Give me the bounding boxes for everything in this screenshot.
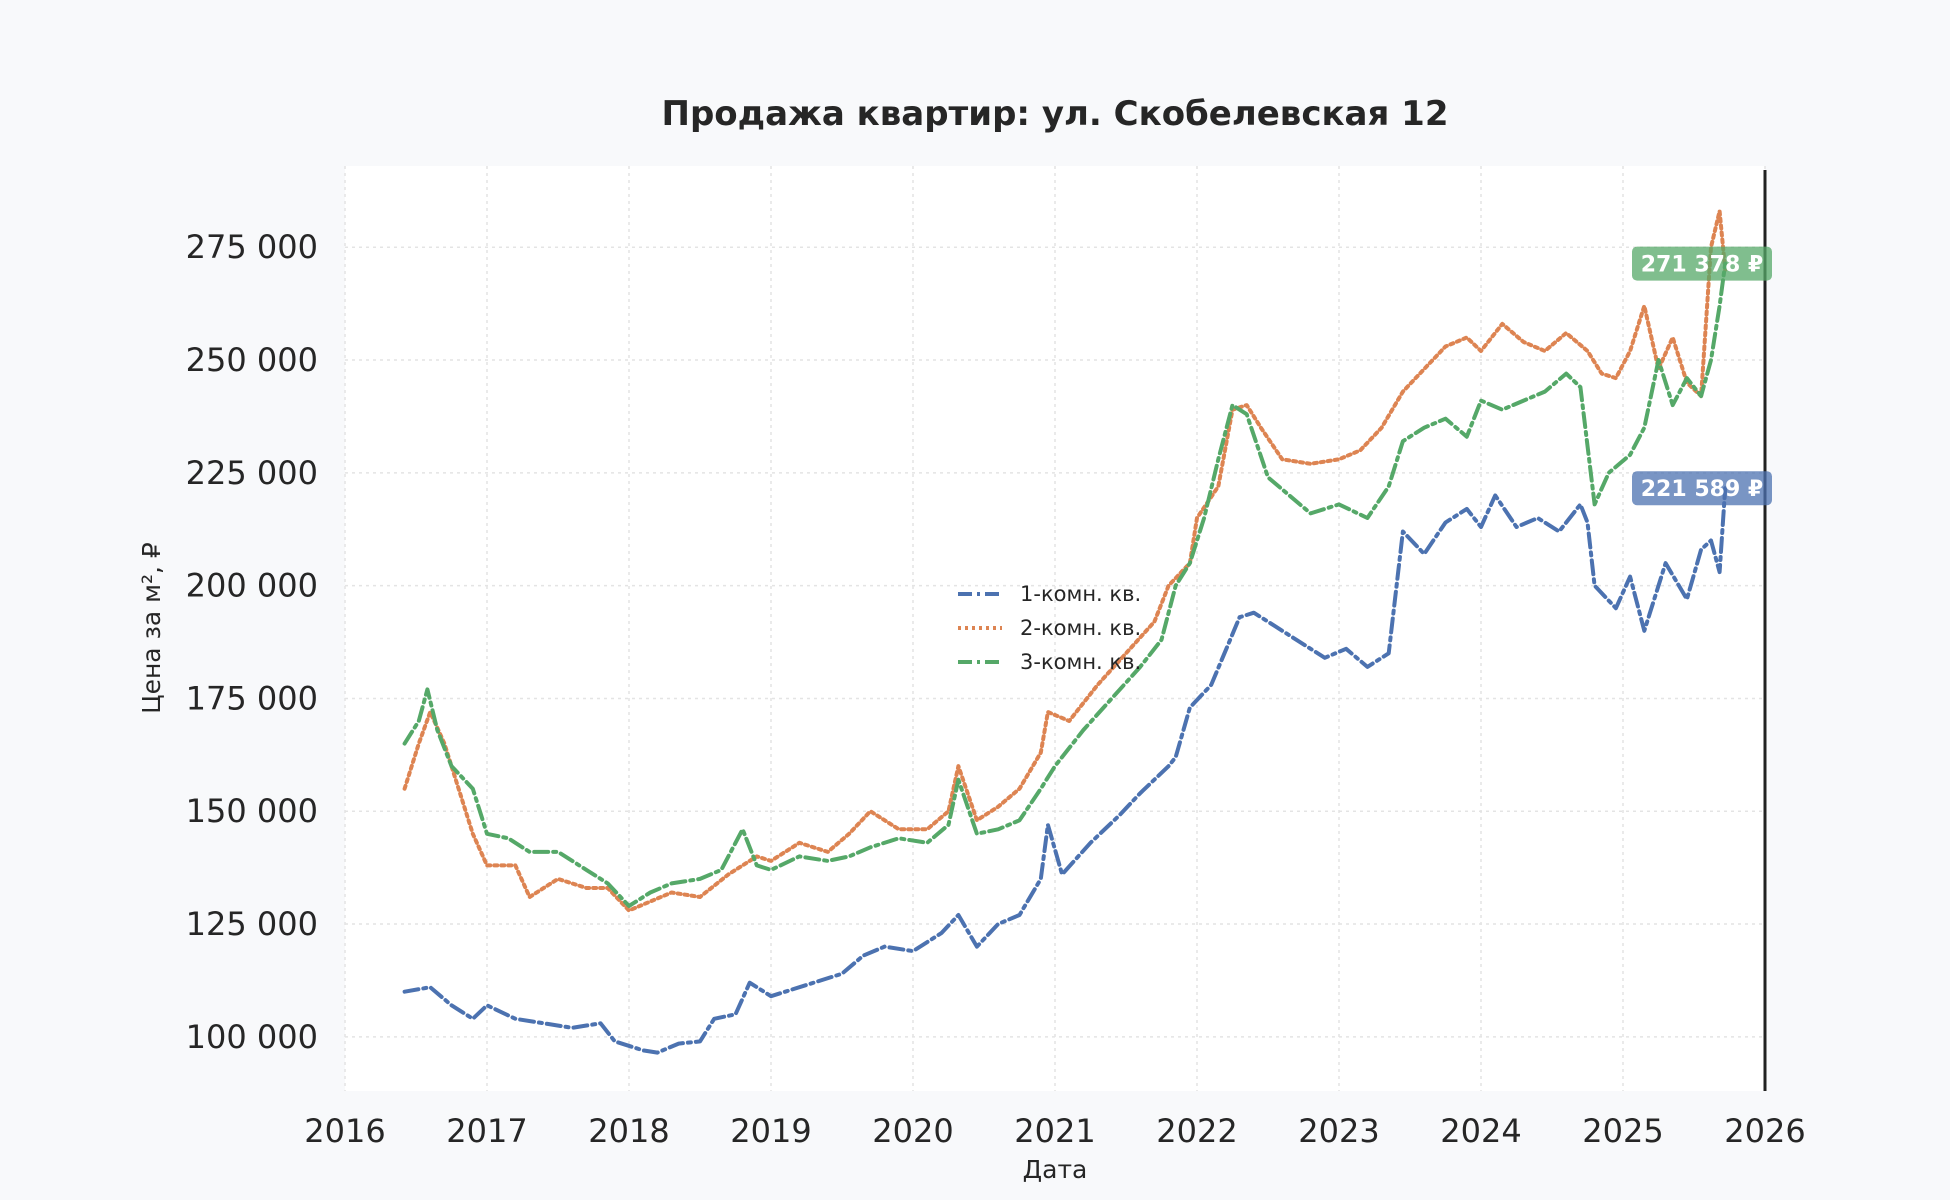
x-tick-label: 2021 xyxy=(1014,1112,1095,1150)
legend-label-3: 3-комн. кв. xyxy=(1020,650,1141,674)
y-tick-label: 100 000 xyxy=(186,1018,318,1056)
x-tick-label: 2016 xyxy=(304,1112,385,1150)
x-tick-label: 2025 xyxy=(1582,1112,1663,1150)
legend: 1-комн. кв. 2-комн. кв. 3-комн. кв. xyxy=(958,582,1141,674)
y-axis-ticks: 100 000 125 000 150 000 175 000 200 000 225 0… xyxy=(186,228,318,1056)
y-tick-label: 200 000 xyxy=(186,567,318,605)
x-tick-label: 2018 xyxy=(588,1112,669,1150)
y-tick-label: 225 000 xyxy=(186,454,318,492)
x-tick-label: 2019 xyxy=(730,1112,811,1150)
x-tick-label: 2024 xyxy=(1440,1112,1521,1150)
end-value-badge xyxy=(1632,471,1772,506)
x-tick-label: 2023 xyxy=(1298,1112,1379,1150)
y-tick-label: 275 000 xyxy=(186,228,318,266)
y-axis-label: Цена за м², ₽ xyxy=(137,542,166,714)
y-tick-label: 175 000 xyxy=(186,679,318,717)
series-layer xyxy=(402,209,1728,1055)
x-tick-label: 2020 xyxy=(872,1112,953,1150)
x-tick-label: 2026 xyxy=(1724,1112,1805,1150)
chart-title: Продажа квартир: ул. Скобелевская 12 xyxy=(662,94,1449,134)
legend-label-1: 1-комн. кв. xyxy=(1020,582,1141,606)
y-tick-label: 250 000 xyxy=(186,341,318,379)
x-axis-ticks: 2016 2017 2018 2019 2020 2021 2022 2023 2024 2025… xyxy=(304,1112,1805,1150)
end-value-labels: 271 378 ₽ 221 589 ₽ xyxy=(1632,246,1772,506)
end-value-label: 271 378 ₽ xyxy=(1641,253,1763,278)
x-axis-label: Дата xyxy=(1023,1155,1088,1184)
x-tick-label: 2017 xyxy=(446,1112,527,1150)
series-line-3 xyxy=(402,261,1728,908)
y-tick-label: 125 000 xyxy=(186,905,318,943)
legend-label-2: 2-комн. кв. xyxy=(1020,616,1141,640)
series-line-1 xyxy=(402,486,1728,1055)
y-tick-label: 150 000 xyxy=(186,792,318,830)
series-line-2 xyxy=(402,209,1728,913)
x-tick-label: 2022 xyxy=(1156,1112,1237,1150)
end-value-label: 221 589 ₽ xyxy=(1641,477,1763,502)
end-value-badge xyxy=(1632,246,1772,281)
